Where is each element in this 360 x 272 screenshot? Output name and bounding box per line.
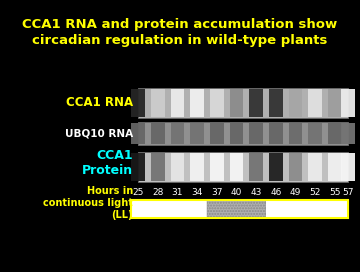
Bar [230, 153, 243, 181]
Bar [328, 89, 342, 117]
Bar [210, 153, 224, 181]
Text: 49: 49 [290, 188, 301, 197]
Bar [249, 123, 263, 144]
Text: 31: 31 [172, 188, 183, 197]
Bar [151, 123, 165, 144]
Bar [289, 123, 302, 144]
Bar [249, 89, 263, 117]
Bar [328, 123, 342, 144]
Text: 52: 52 [310, 188, 321, 197]
Text: UBQ10 RNA: UBQ10 RNA [65, 128, 133, 138]
Text: 57: 57 [342, 188, 354, 197]
Bar [308, 123, 322, 144]
Text: 25: 25 [132, 188, 144, 197]
Bar [341, 123, 355, 144]
Bar [269, 153, 283, 181]
Text: CCA1
Protein: CCA1 Protein [82, 149, 133, 177]
Bar [308, 89, 322, 117]
Bar [190, 153, 204, 181]
Bar [289, 153, 302, 181]
Text: 40: 40 [231, 188, 242, 197]
Bar [171, 123, 184, 144]
Text: 55: 55 [329, 188, 341, 197]
Bar [266, 200, 348, 218]
Bar [341, 89, 355, 117]
Bar [289, 89, 302, 117]
Bar [151, 153, 165, 181]
Bar [207, 200, 266, 218]
Bar [230, 89, 243, 117]
Bar [230, 123, 243, 144]
Bar [269, 123, 283, 144]
Bar [171, 89, 184, 117]
Bar [210, 89, 224, 117]
Bar [138, 152, 348, 182]
Bar [328, 153, 342, 181]
Text: CCA1 RNA: CCA1 RNA [66, 97, 133, 110]
Bar [269, 89, 283, 117]
Bar [341, 153, 355, 181]
Bar [210, 123, 224, 144]
Bar [138, 122, 348, 145]
Text: 34: 34 [192, 188, 203, 197]
Text: Hours in
continuous light
(LL): Hours in continuous light (LL) [43, 186, 133, 220]
Bar [249, 153, 263, 181]
Bar [131, 153, 145, 181]
Bar [171, 153, 184, 181]
Text: 37: 37 [211, 188, 222, 197]
Bar [308, 153, 322, 181]
Bar [131, 123, 145, 144]
Bar [207, 200, 266, 218]
Bar [131, 200, 348, 218]
Bar [190, 123, 204, 144]
Bar [131, 200, 207, 218]
Bar [138, 88, 348, 118]
Text: 28: 28 [152, 188, 163, 197]
Bar [190, 89, 204, 117]
Text: 43: 43 [251, 188, 262, 197]
Text: 46: 46 [270, 188, 282, 197]
Text: CCA1 RNA and protein accumulation show
circadian regulation in wild-type plants: CCA1 RNA and protein accumulation show c… [22, 18, 338, 47]
Bar [151, 89, 165, 117]
Bar [131, 89, 145, 117]
